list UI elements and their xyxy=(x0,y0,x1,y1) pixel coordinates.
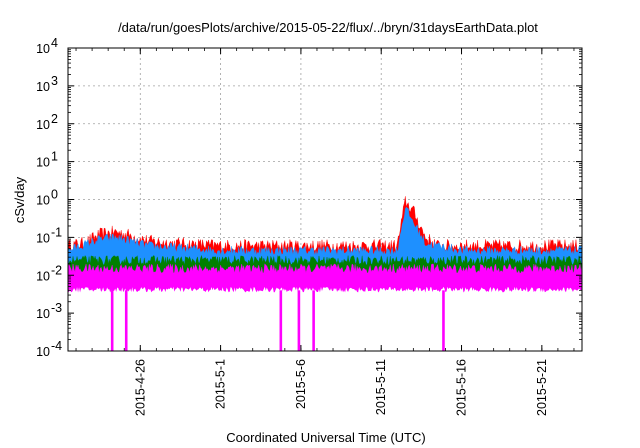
y-tick-label: 10 xyxy=(36,156,50,170)
y-tick-exponent: -4 xyxy=(51,339,62,353)
y-tick-label: 10 xyxy=(36,80,50,94)
y-tick-exponent: -3 xyxy=(51,301,62,315)
y-axis-label: cSv/day xyxy=(12,176,27,223)
dropout-spike xyxy=(312,290,315,351)
y-tick-label: 10 xyxy=(36,269,50,283)
noise-floor-mask xyxy=(68,286,582,351)
dropout-spike xyxy=(279,290,283,351)
y-tick-exponent: 2 xyxy=(51,112,58,126)
y-tick-exponent: 3 xyxy=(51,74,58,88)
data-area xyxy=(67,196,583,352)
x-tick-label: 2015-5-1 xyxy=(214,359,228,409)
y-tick-label: 10 xyxy=(36,118,50,132)
x-axis: 2015-4-26 2015-5-1 2015-5-6 2015-5-11 2015-5… xyxy=(75,48,575,416)
x-tick-label: 2015-5-11 xyxy=(374,359,388,415)
y-tick-exponent: 4 xyxy=(51,36,58,50)
y-tick-label: 10 xyxy=(36,345,50,359)
y-tick-exponent: 0 xyxy=(51,188,58,202)
dropout-spike xyxy=(442,290,445,351)
x-tick-label: 2015-4-26 xyxy=(133,359,147,416)
y-tick-exponent: 1 xyxy=(51,150,58,164)
y-tick-label: 10 xyxy=(36,307,50,321)
x-tick-label: 2015-5-6 xyxy=(294,359,308,409)
y-tick-label: 10 xyxy=(36,194,50,208)
x-tick-label: 2015-5-16 xyxy=(455,359,469,416)
y-tick-exponent: -1 xyxy=(51,225,62,239)
dropout-spike xyxy=(297,290,301,351)
x-tick-label: 2015-5-21 xyxy=(535,359,549,416)
y-tick-label: 10 xyxy=(36,42,50,56)
x-axis-label: Coordinated Universal Time (UTC) xyxy=(226,430,425,445)
y-tick-exponent: -2 xyxy=(51,263,62,277)
chart-title: /data/run/goesPlots/archive/2015-05-22/f… xyxy=(118,20,538,35)
dropout-spike xyxy=(124,290,128,351)
y-tick-label: 10 xyxy=(36,231,50,245)
dropout-spike xyxy=(110,290,114,351)
